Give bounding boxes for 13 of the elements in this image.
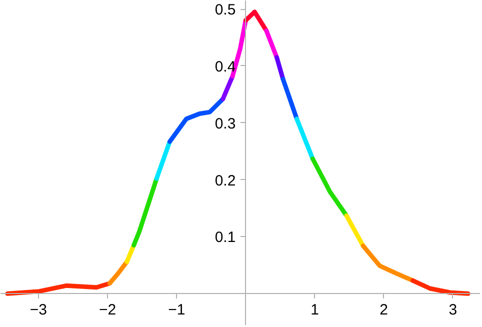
line-series <box>5 281 112 296</box>
line-series <box>360 244 416 283</box>
x-tick-label: −1 <box>168 302 186 319</box>
line-series <box>410 278 470 296</box>
y-tick-label: 0.5 <box>214 2 236 19</box>
x-tick-label: −3 <box>30 302 48 319</box>
x-tick-label: 3 <box>448 302 458 319</box>
x-tick-label: 1 <box>310 302 319 319</box>
y-tick-label: 0.1 <box>214 229 236 246</box>
y-tick-label: 0.2 <box>214 172 236 190</box>
x-tick-label: 2 <box>380 302 388 319</box>
y-tick-label: 0.3 <box>214 115 236 132</box>
x-tick-label: −2 <box>99 302 116 319</box>
